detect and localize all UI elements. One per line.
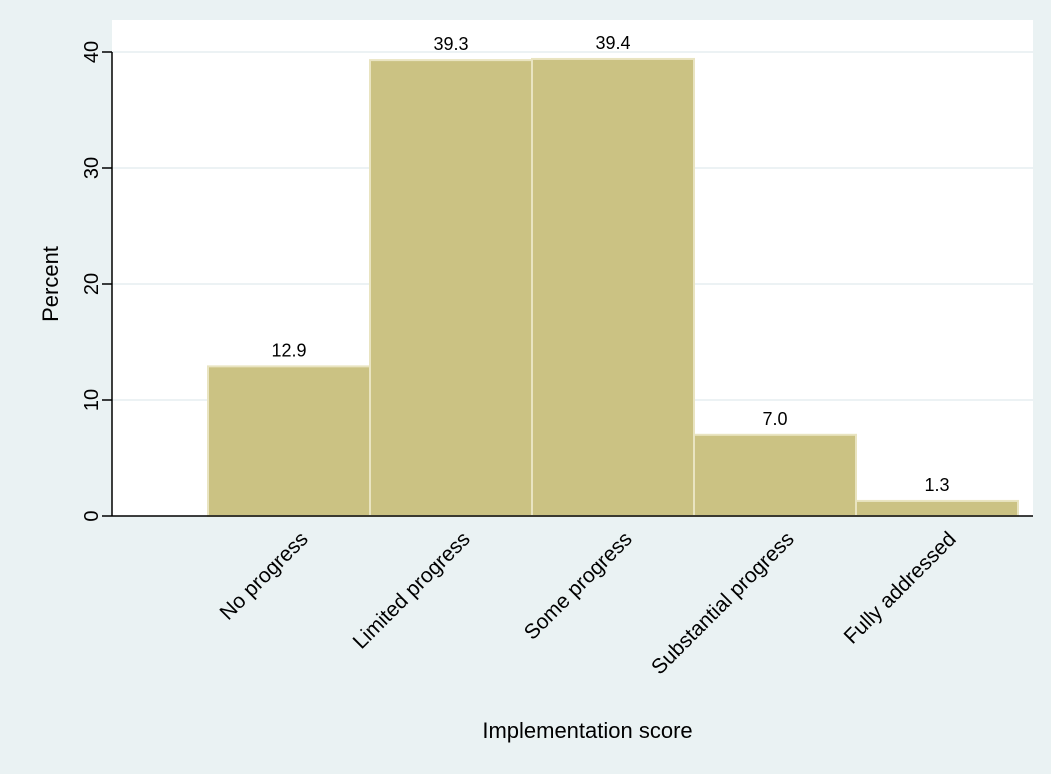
category-labels: No progress Limited progress Some progress… <box>216 527 961 679</box>
category-label-fully-addressed: Fully addressed <box>840 527 961 648</box>
category-label-limited-progress: Limited progress <box>349 527 475 653</box>
y-tick-label-10: 10 <box>81 389 103 411</box>
y-tick-label-40: 40 <box>81 41 103 63</box>
y-axis-title: Percent <box>38 246 63 322</box>
data-label-limited-progress: 39.3 <box>433 34 468 54</box>
category-label-substantial-progress: Substantial progress <box>647 527 799 679</box>
category-label-no-progress: No progress <box>216 527 313 624</box>
data-label-some-progress: 39.4 <box>595 33 630 53</box>
data-label-fully-addressed: 1.3 <box>924 475 949 495</box>
bar-fully-addressed <box>855 499 1019 518</box>
data-label-no-progress: 12.9 <box>271 340 306 360</box>
y-tick-label-20: 20 <box>81 273 103 295</box>
bars <box>207 57 1019 518</box>
y-ticks: 0 10 20 30 40 <box>81 41 112 522</box>
x-axis-title: Implementation score <box>482 718 692 743</box>
category-label-some-progress: Some progress <box>520 527 637 644</box>
data-label-substantial-progress: 7.0 <box>762 409 787 429</box>
y-tick-label-30: 30 <box>81 157 103 179</box>
bar-no-progress <box>207 365 371 517</box>
bar-substantial-progress <box>693 433 857 517</box>
bar-some-progress <box>531 57 695 518</box>
y-tick-label-0: 0 <box>81 510 103 521</box>
bar-limited-progress <box>369 59 533 518</box>
data-labels: 12.9 39.3 39.4 7.0 1.3 <box>271 33 949 495</box>
